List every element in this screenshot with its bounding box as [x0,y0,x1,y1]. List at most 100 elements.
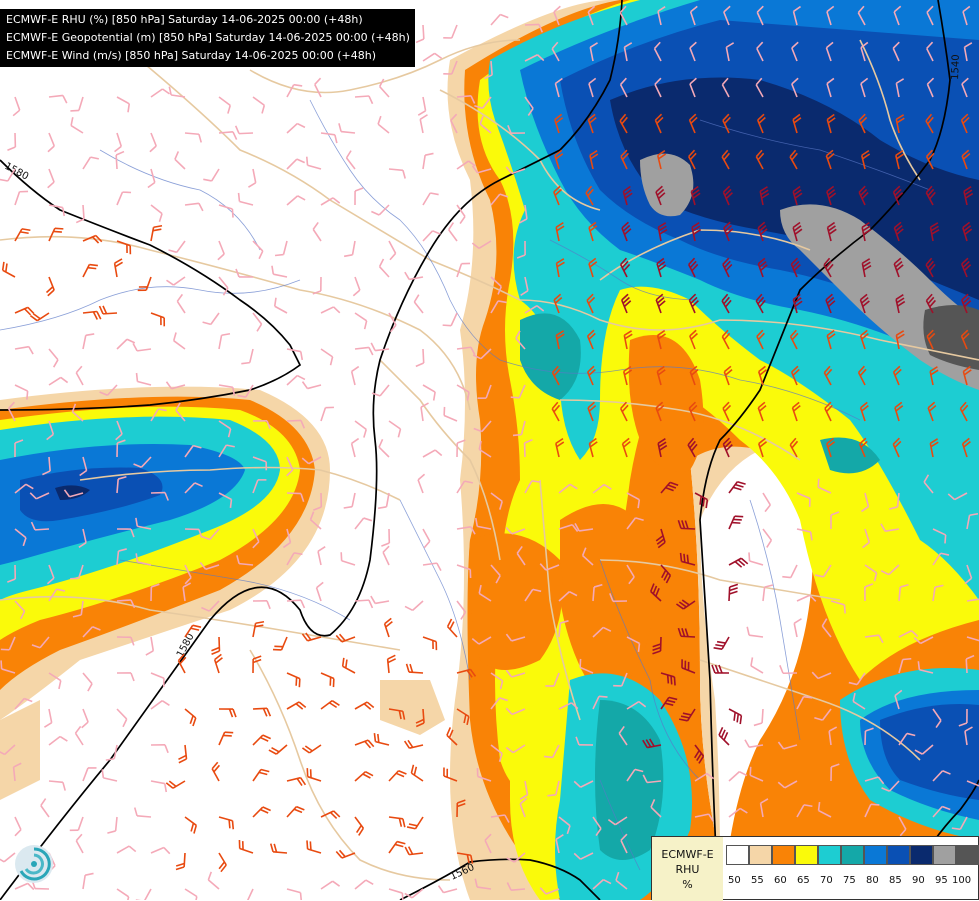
wind-barb [206,872,224,889]
wind-barb [136,885,151,900]
wind-barb [171,332,189,349]
wind-barb [272,298,291,313]
wind-barb [491,12,508,30]
wind-barb [382,241,397,260]
wind-barb [347,277,360,296]
legend-label-model: ECMWF-E [652,847,723,862]
wind-barb [133,341,151,351]
wind-barb [203,308,219,326]
contour-label: 1580 [3,161,31,183]
wind-barb [245,169,256,187]
wind-barb [443,310,457,329]
wind-barb [316,582,329,601]
wind-barb [211,637,220,654]
wind-barb [439,881,457,893]
wind-barb [321,306,340,321]
wind-barb [349,817,366,835]
wind-barb [42,133,56,152]
wind-barb [41,709,52,727]
wind-barb [305,840,324,853]
wind-barb [217,817,236,829]
wind-barb [387,889,406,900]
wind-barb [253,620,264,638]
wind-barb [236,125,253,134]
wind-barb [423,563,441,573]
wind-barb [420,115,431,133]
wind-barb [166,270,185,286]
wind-barb [117,337,135,355]
wind-barb [184,133,202,142]
wind-barb [83,155,99,174]
wind-barb [270,844,288,853]
wind-barb [303,377,321,389]
legend-label: ECMWF-E RHU % [652,837,723,901]
wind-barb [416,529,431,548]
wind-barb [49,735,67,752]
wind-barb [169,236,185,254]
wind-barb [287,194,305,211]
wind-barb [372,733,390,745]
wind-barb [419,385,438,400]
wind-barb [247,241,265,259]
wind-barb [8,817,22,836]
legend-swatch [864,845,887,865]
wind-barb [371,593,389,604]
wind-barb [415,25,424,42]
wind-barb [70,95,83,114]
wind-barb [253,805,271,823]
wind-barb [211,762,226,781]
wind-barb [219,132,237,141]
wind-barb [318,673,337,687]
wind-barb [214,654,227,673]
wind-barb [0,262,19,277]
legend-swatch [795,845,818,865]
wind-barb [253,656,261,673]
wind-barb [287,804,304,822]
wind-barb [74,726,90,745]
wind-barb [305,157,324,169]
wind-barb [39,799,55,817]
wind-barb [117,189,131,208]
wind-barb [135,373,153,385]
wind-barb [351,313,370,329]
wind-barb [388,817,406,827]
wind-barb [287,122,305,139]
wind-barb [15,226,30,245]
wind-barb [42,169,56,188]
wind-barb [146,205,164,222]
wind-barb [83,872,94,890]
wind-barb [148,313,167,326]
wind-barb [116,152,125,169]
wind-barb [355,770,373,787]
wind-barb [144,133,158,152]
wind-barb [355,600,372,609]
wind-barb [239,886,253,900]
wind-barb [151,846,170,860]
legend-swatch [887,845,910,865]
wind-barb [355,188,363,205]
wind-barb [253,767,269,786]
wind-barb [48,205,66,216]
wind-barb [212,241,226,260]
wind-barb [312,222,328,241]
wind-barb [351,439,363,457]
wind-barb [313,277,321,294]
wind-barb [377,439,395,457]
wind-barb [143,169,155,188]
legend-swatch [818,845,841,865]
legend-tick-label: 50 [728,875,741,886]
wind-barb [287,777,305,789]
legend-swatch [910,845,933,865]
legend-swatch [956,845,979,865]
wind-barb [69,117,88,133]
wind-barb [405,269,423,280]
wind-barb [457,261,470,280]
legend-tick-label: 80 [866,875,879,886]
wind-barb [166,774,185,790]
wind-barb [420,637,439,650]
wind-barb [176,853,185,870]
wind-barb [381,529,389,546]
